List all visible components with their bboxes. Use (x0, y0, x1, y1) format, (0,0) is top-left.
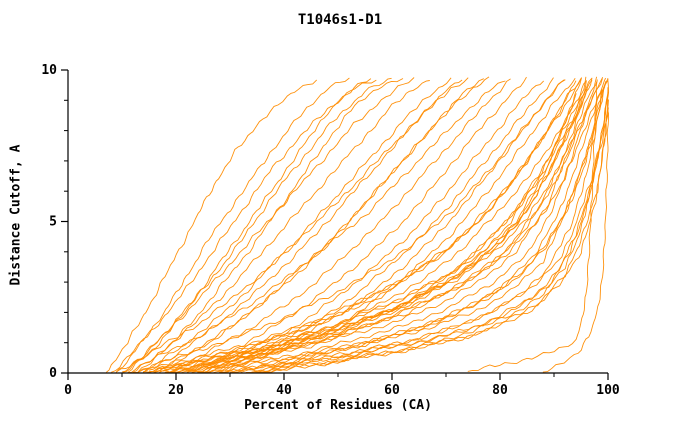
x-tick-label: 100 (596, 383, 620, 398)
y-tick-label: 10 (41, 63, 57, 78)
chart-title: T1046s1-D1 (297, 12, 383, 28)
y-tick-label: 0 (49, 366, 57, 381)
model-curve (132, 80, 430, 373)
x-tick-label: 20 (168, 383, 184, 398)
model-curve (191, 76, 598, 373)
model-curve (219, 77, 576, 373)
model-curve (208, 78, 609, 373)
model-curve (224, 89, 603, 373)
model-curve (203, 77, 607, 373)
model-curve (542, 78, 610, 373)
model-curve (137, 78, 404, 373)
x-tick-label: 0 (64, 383, 72, 398)
model-curve (245, 95, 609, 373)
model-curve (154, 76, 490, 373)
model-curve (164, 78, 511, 373)
x-axis-label: Percent of Residues (CA) (244, 398, 432, 413)
model-curve (148, 79, 581, 373)
model-curve (197, 77, 554, 373)
model-curve (122, 77, 392, 373)
model-curve (257, 107, 609, 373)
model-curve (111, 78, 372, 373)
model-curve (191, 76, 604, 373)
model-curve (234, 80, 607, 373)
model-curve (251, 99, 609, 373)
y-tick-label: 5 (49, 215, 57, 230)
model-curve (176, 76, 527, 373)
model-curve (127, 80, 506, 373)
model-curve (132, 79, 565, 373)
model-curve (115, 77, 350, 373)
model-curve (159, 88, 588, 373)
model-curve (143, 93, 577, 373)
model-curve (186, 80, 545, 372)
model-curve (154, 77, 582, 373)
model-curve (181, 80, 598, 373)
x-tick-label: 60 (384, 383, 400, 398)
model-curve (137, 80, 577, 373)
x-tick-label: 80 (492, 383, 508, 398)
model-curve (143, 79, 463, 373)
model-curve (262, 87, 609, 373)
model-curve (467, 79, 598, 372)
model-curve (116, 77, 469, 373)
model-curve (106, 79, 318, 373)
x-tick-label: 40 (276, 383, 292, 398)
model-curve (122, 77, 415, 373)
model-curve (230, 85, 606, 373)
